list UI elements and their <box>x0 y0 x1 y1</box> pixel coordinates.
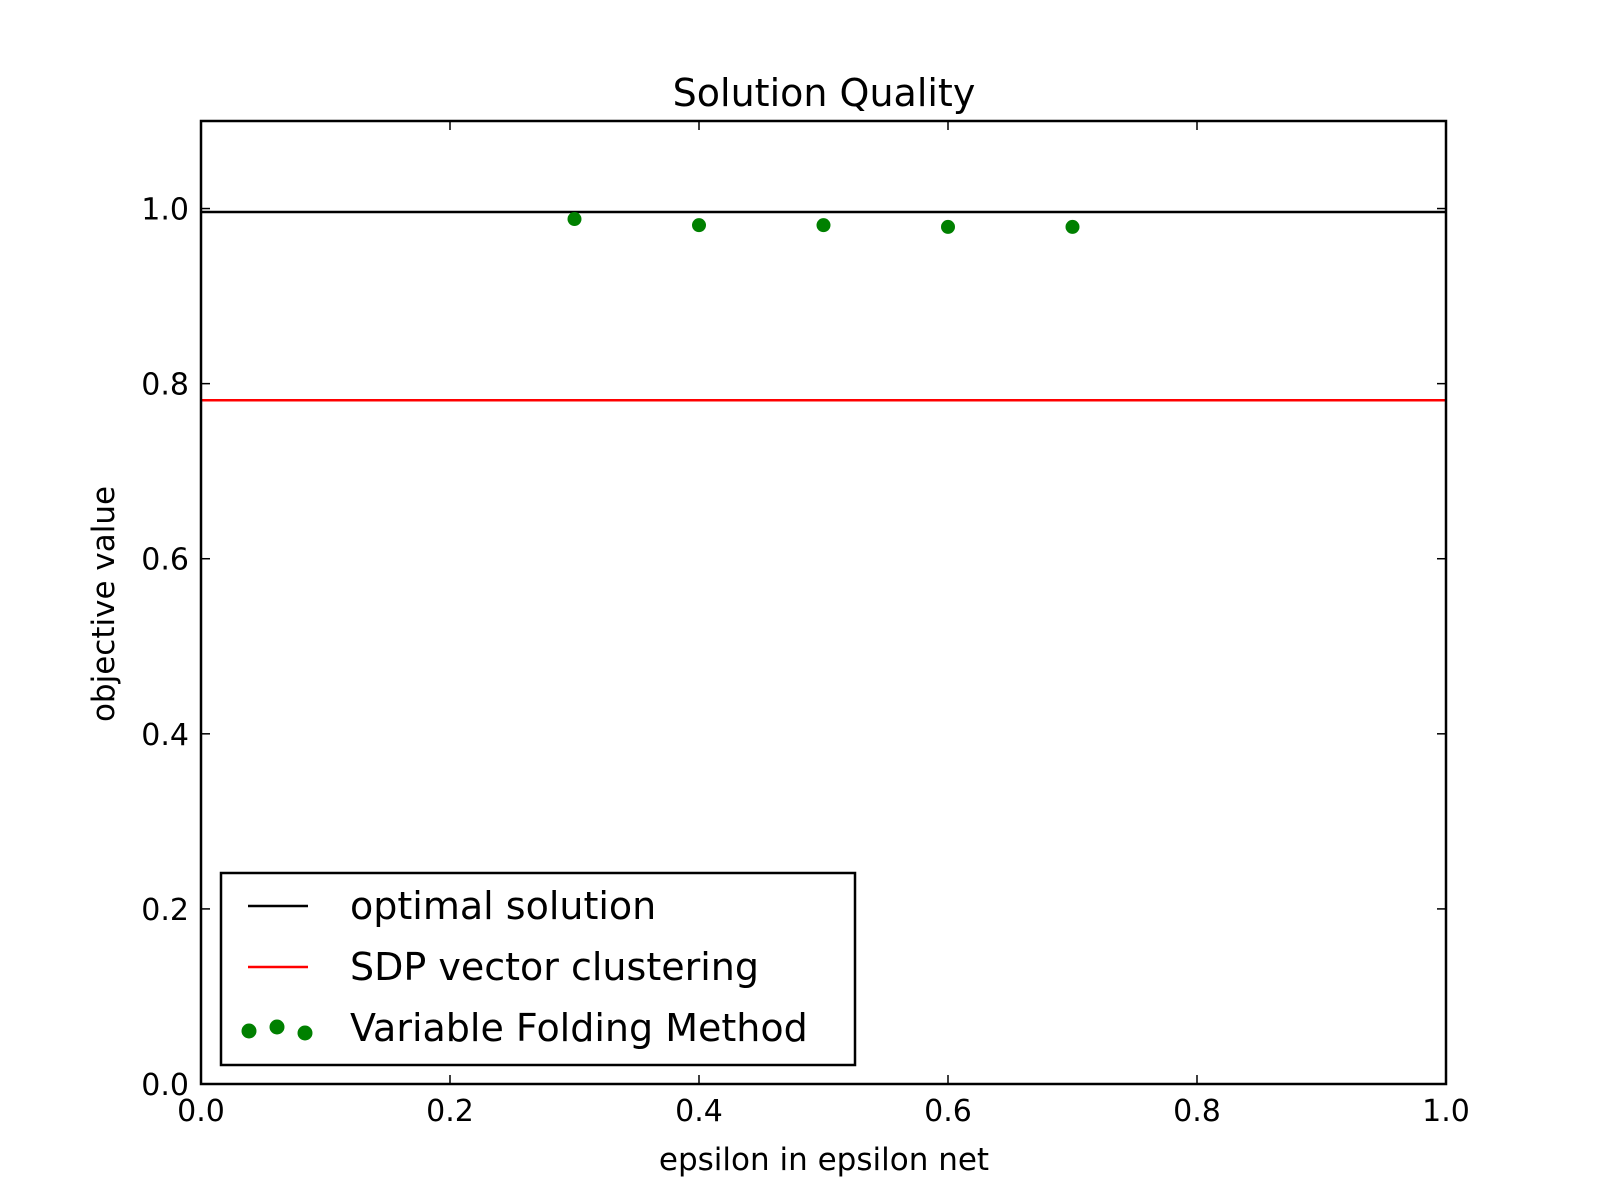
y-tick-label-5: 1.0 <box>141 193 189 228</box>
legend-label-1: SDP vector clustering <box>350 945 759 989</box>
x-tick-label-0: 0.0 <box>177 1094 225 1129</box>
legend: optimal solution SDP vector clustering Var… <box>219 871 857 1067</box>
legend-marker-0 <box>241 1023 257 1039</box>
x-tick-label-5: 1.0 <box>1422 1094 1470 1129</box>
y-tick-label-4: 0.8 <box>141 368 189 403</box>
scatter-point-2 <box>816 218 831 233</box>
x-tick-label-1: 0.2 <box>426 1094 474 1129</box>
scatter-point-0 <box>567 212 582 227</box>
y-tick-label-3: 0.6 <box>141 543 189 578</box>
legend-label-0: optimal solution <box>350 884 656 928</box>
y-tick-label-2: 0.4 <box>141 718 189 753</box>
legend-marker-2 <box>297 1025 313 1041</box>
x-tick-label-3: 0.6 <box>924 1094 972 1129</box>
scatter-point-4 <box>1065 219 1080 234</box>
axis-ticks: 0.0 0.2 0.4 0.6 0.8 1.0 0.0 0.2 0.4 0.6 0.8 1.0 <box>141 121 1470 1129</box>
plot-area <box>201 210 1446 402</box>
chart-title: Solution Quality <box>673 71 976 115</box>
scatter-point-3 <box>941 219 955 234</box>
legend-box <box>219 871 857 1067</box>
x-tick-label-2: 0.4 <box>675 1094 723 1129</box>
legend-label-2: Variable Folding Method <box>350 1006 808 1050</box>
y-tick-label-0: 0.0 <box>141 1068 189 1103</box>
y-axis-label: objective value <box>86 486 122 722</box>
legend-marker-1 <box>269 1019 285 1035</box>
y-tick-label-1: 0.2 <box>141 893 189 928</box>
x-axis-label: epsilon in epsilon net <box>659 1142 989 1178</box>
x-tick-label-4: 0.8 <box>1173 1094 1221 1129</box>
plot-frame <box>199 119 1448 1086</box>
scatter-point-1 <box>692 218 706 233</box>
